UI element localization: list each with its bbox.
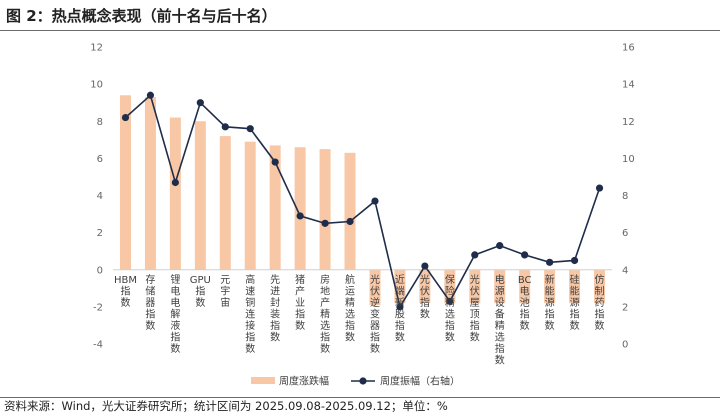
legend-swatch-bar — [251, 377, 275, 384]
right-tick-label: 2 — [622, 302, 628, 313]
right-tick-label: 6 — [622, 228, 628, 239]
left-tick-label: 10 — [90, 80, 103, 91]
left-tick-label: 12 — [90, 43, 103, 54]
line-path — [124, 93, 601, 309]
bar — [469, 269, 481, 304]
category-label: 猪产业指数 — [295, 274, 305, 332]
category-label: HBM 指数 — [114, 275, 137, 309]
left-tick-label: 6 — [97, 154, 103, 165]
bar — [294, 147, 306, 270]
left-tick-label: 4 — [97, 191, 103, 202]
source-note: 资料来源：Wind，光大证券研究所；统计区间为 2025.09.08-2025.… — [4, 399, 448, 413]
category-label: 新能源指数 — [545, 273, 555, 332]
line-point — [521, 251, 529, 259]
category-label: 先进封装指数 — [270, 274, 280, 344]
line-point — [221, 123, 229, 131]
bar — [344, 152, 356, 270]
chart-title: 图 2：热点概念表现（前十名与后十名） — [6, 7, 277, 25]
bar — [544, 269, 556, 304]
bar — [519, 269, 531, 304]
category-label: 近端新股指数 — [395, 273, 405, 344]
bar — [194, 121, 206, 270]
legend-label-line: 周度振幅（右轴） — [380, 375, 460, 388]
right-tick-label: 8 — [622, 191, 628, 202]
bar — [369, 269, 381, 306]
category-label: 保险精选指数 — [445, 273, 455, 344]
line-point — [546, 258, 554, 266]
category-label: 存储器指数 — [145, 273, 155, 332]
line-point — [146, 91, 155, 99]
left-tick-label: -4 — [93, 340, 103, 351]
line-point — [196, 99, 204, 107]
category-label: 房地产精选指数 — [320, 273, 330, 355]
category-label: 电源设备精选指数 — [495, 273, 505, 367]
category-label: 光伏屋顶指数 — [470, 273, 480, 344]
footer-divider — [0, 397, 720, 398]
bar — [444, 269, 456, 304]
right-tick-label: 0 — [622, 340, 628, 351]
category-label: 锂电电解液指数 — [170, 274, 180, 355]
bar — [419, 269, 431, 304]
bar — [594, 269, 606, 304]
bar — [569, 269, 581, 304]
bar — [494, 269, 506, 304]
line-point — [121, 113, 130, 122]
right-tick-label: 12 — [622, 117, 635, 128]
category-label: 仿制药指数 — [595, 273, 605, 332]
bar — [394, 269, 406, 304]
category-label: GPU 指数 — [190, 275, 211, 309]
right-tick-label: 10 — [622, 154, 635, 165]
bar — [269, 145, 281, 270]
category-label: 光伏逆变器指数 — [370, 273, 380, 355]
line-point — [346, 217, 354, 226]
right-tick-label: 4 — [622, 265, 628, 276]
left-tick-label: -2 — [93, 302, 103, 313]
category-label: 航运精选指数 — [345, 273, 355, 344]
line-point — [421, 262, 429, 270]
line-point — [321, 219, 329, 227]
right-tick-label: 16 — [622, 43, 635, 54]
bar-series — [119, 95, 606, 306]
line-point — [496, 242, 504, 250]
legend-swatch-dot — [359, 377, 367, 385]
line-point — [446, 297, 454, 305]
category-label: 硅能源指数 — [570, 273, 580, 332]
bar — [244, 141, 256, 270]
line-point — [171, 178, 179, 187]
line-point — [570, 256, 579, 265]
bar — [144, 97, 156, 270]
line-point — [271, 158, 279, 166]
left-axis: 12 10 8 6 4 2 0 -2 -4 — [90, 43, 103, 351]
line-point — [471, 251, 479, 259]
bar — [119, 95, 131, 270]
left-tick-label: 0 — [97, 265, 103, 276]
category-label: BC 电池指数 — [518, 275, 532, 332]
line-point — [296, 212, 304, 220]
line-point — [246, 125, 254, 133]
legend-label-bar: 周度涨跌幅 — [279, 375, 329, 388]
left-tick-label: 8 — [97, 117, 103, 128]
bar — [319, 149, 331, 270]
line-point — [396, 303, 404, 311]
line-point — [595, 184, 604, 192]
left-tick-label: 2 — [97, 228, 103, 239]
category-label: 高速铜连接指数 — [245, 273, 255, 355]
right-axis: 16 14 12 10 8 6 4 2 0 — [622, 43, 635, 351]
bar — [169, 117, 181, 270]
category-label: 光伏指数 — [420, 273, 430, 321]
line-series — [121, 91, 604, 311]
category-label: 元宇宙 — [220, 275, 230, 309]
title-divider — [0, 30, 720, 31]
right-tick-label: 14 — [622, 80, 635, 91]
line-point — [371, 197, 379, 205]
legend: 周度涨跌幅 周度振幅（右轴） — [251, 375, 460, 388]
bar — [219, 136, 231, 270]
